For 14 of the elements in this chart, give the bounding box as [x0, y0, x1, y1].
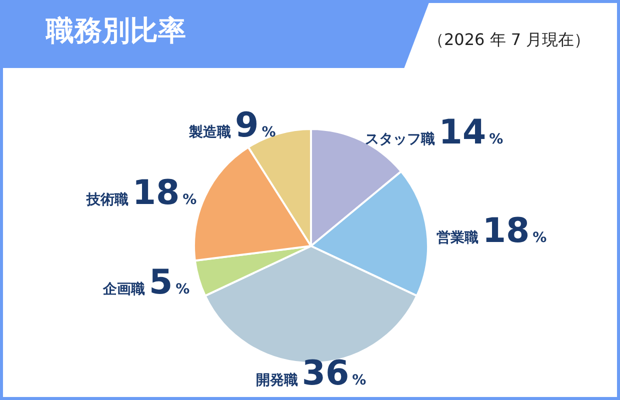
chart-title: 職務別比率 [46, 13, 186, 49]
slice-label: 技術職 [85, 191, 128, 208]
slice-label: スタッフ職 [364, 130, 435, 148]
slice-label: 企画職 [102, 280, 145, 298]
data-label: 14% [438, 112, 504, 153]
slice-label: 開発職 [256, 371, 298, 388]
slice-label: 製造職 [188, 124, 232, 141]
chart-subtitle: （2026 年 7 月現在） [428, 30, 590, 51]
data-label: 9% [235, 106, 276, 146]
data-label: 18% [132, 173, 197, 214]
slice-label: 営業職 [436, 229, 478, 246]
data-label: 18% [482, 211, 547, 252]
data-label: 5% [148, 262, 190, 302]
data-label: 36% [302, 353, 366, 394]
